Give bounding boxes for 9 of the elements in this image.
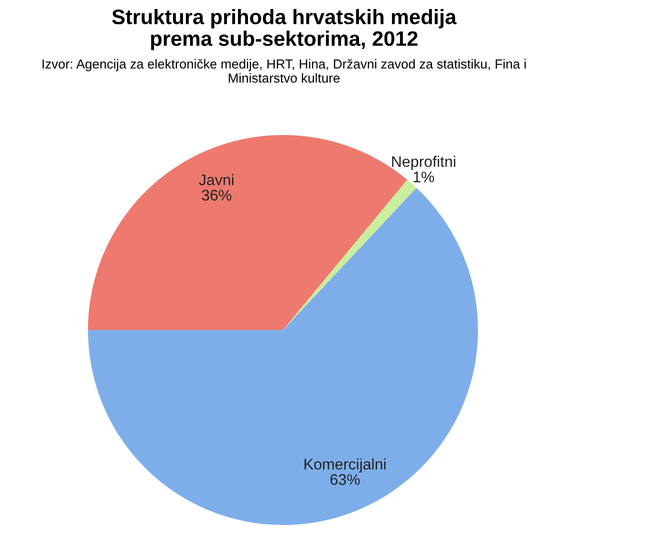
chart-title: Struktura prihoda hrvatskih medija prema sub-sektorima, 2012: [112, 9, 457, 50]
data-label: 63%: [330, 474, 360, 485]
text: Izvor: Agencija za elektroničke medije, HRT, Hina, Državni zavod za statistiku, Fina i Ministarstvo kulture: [42, 59, 526, 83]
slice-label: Komercijalni: [304, 458, 386, 473]
data-label: 36%: [202, 190, 232, 201]
pie-slice: [88, 188, 478, 525]
slice-label: Neprofitni: [392, 156, 456, 170]
data-label: 1%: [414, 172, 434, 182]
slice-label: Javni: [198, 174, 234, 186]
